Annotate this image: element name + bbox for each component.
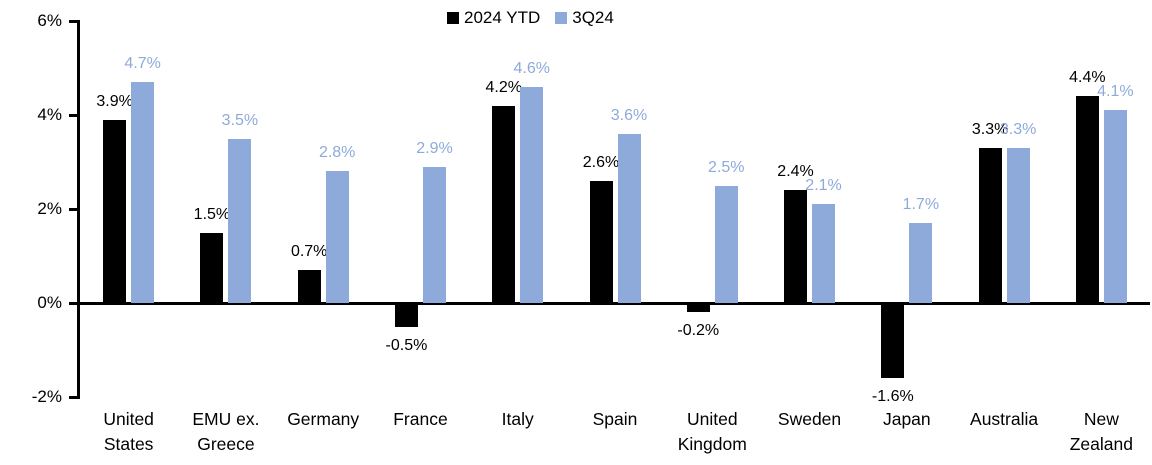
x-axis-category-label: New Zealand <box>1069 409 1133 454</box>
data-label: -0.2% <box>677 322 720 340</box>
bar-3q24 <box>520 86 544 303</box>
data-label: 1.5% <box>193 205 231 223</box>
x-axis-category-label: Germany <box>287 409 360 429</box>
bar-2024-ytd <box>492 105 516 303</box>
y-axis-tick-label: 0% <box>37 293 62 312</box>
bar-2024-ytd <box>394 303 418 327</box>
y-axis-tick-label: 6% <box>37 11 62 30</box>
bar-3q24 <box>325 171 349 303</box>
bar-3q24 <box>422 166 446 303</box>
y-axis-tick <box>69 301 78 305</box>
data-label: 2.8% <box>318 144 356 162</box>
data-label: 3.5% <box>221 111 259 129</box>
bar-2024-ytd <box>103 119 127 303</box>
data-label: 4.7% <box>124 55 161 73</box>
y-axis-tick-label: 2% <box>37 199 62 218</box>
y-axis-tick <box>69 19 78 23</box>
x-axis-category-label: Spain <box>592 409 638 429</box>
x-axis-category-label: Italy <box>501 409 534 429</box>
bar-3q24 <box>909 223 933 303</box>
data-label: 2.4% <box>777 163 814 181</box>
data-label: 0.7% <box>290 243 328 261</box>
y-axis-line <box>77 19 80 399</box>
data-label: -0.5% <box>385 336 428 354</box>
data-label: 4.1% <box>1097 83 1134 101</box>
bar-2024-ytd <box>978 147 1002 303</box>
x-axis-category-label: Sweden <box>777 409 842 429</box>
data-label: 2.9% <box>416 139 453 157</box>
data-label: 3.6% <box>610 106 648 124</box>
data-label: 3.3% <box>971 120 1009 138</box>
bar-3q24 <box>617 133 641 303</box>
data-label: 2.6% <box>582 153 620 171</box>
x-axis-category-label: Australia <box>970 409 1039 429</box>
bar-3q24 <box>1103 110 1127 303</box>
y-axis-tick <box>69 207 78 211</box>
data-label: 4.2% <box>485 78 522 96</box>
x-axis-category-label: United Kingdom <box>677 409 747 454</box>
bar-2024-ytd <box>784 190 808 303</box>
bar-2024-ytd <box>881 303 905 379</box>
legend-label-3q24: 3Q24 <box>572 8 614 27</box>
y-axis-tick <box>69 395 78 399</box>
data-label: -1.6% <box>871 388 914 406</box>
legend: 2024 YTD 3Q24 <box>447 9 614 27</box>
bar-3q24 <box>131 82 155 303</box>
data-label: 3.9% <box>96 92 133 110</box>
x-axis-category-label: United States <box>103 409 154 454</box>
data-label: 4.4% <box>1069 69 1106 87</box>
bar-3q24 <box>812 204 836 303</box>
legend-item-2024-ytd: 2024 YTD <box>447 9 540 27</box>
y-axis-tick <box>69 113 78 117</box>
legend-item-3q24: 3Q24 <box>555 9 614 27</box>
x-axis-category-label: Japan <box>882 409 931 429</box>
bar-3q24 <box>1006 147 1030 303</box>
x-axis-category-label: EMU ex. Greece <box>192 409 260 454</box>
bar-3q24 <box>714 185 738 303</box>
data-label: 3.3% <box>999 120 1037 138</box>
legend-swatch-3q24 <box>555 12 568 24</box>
y-axis-tick-label: -2% <box>31 387 62 406</box>
y-axis-tick-label: 4% <box>37 105 62 124</box>
data-label: 2.5% <box>708 158 745 176</box>
bar-2024-ytd <box>297 270 321 303</box>
data-label: 4.6% <box>513 59 550 77</box>
x-axis-category-label: France <box>393 409 448 429</box>
legend-label-2024-ytd: 2024 YTD <box>464 8 541 27</box>
x-axis-line <box>77 301 1150 305</box>
data-label: 1.7% <box>902 196 940 214</box>
bar-2024-ytd <box>1075 96 1099 303</box>
bar-2024-ytd <box>686 303 710 313</box>
bar-2024-ytd <box>589 180 613 303</box>
data-label: 2.1% <box>805 177 842 195</box>
bar-3q24 <box>228 138 252 303</box>
bar-2024-ytd <box>200 232 224 303</box>
legend-swatch-2024-ytd <box>447 12 459 24</box>
